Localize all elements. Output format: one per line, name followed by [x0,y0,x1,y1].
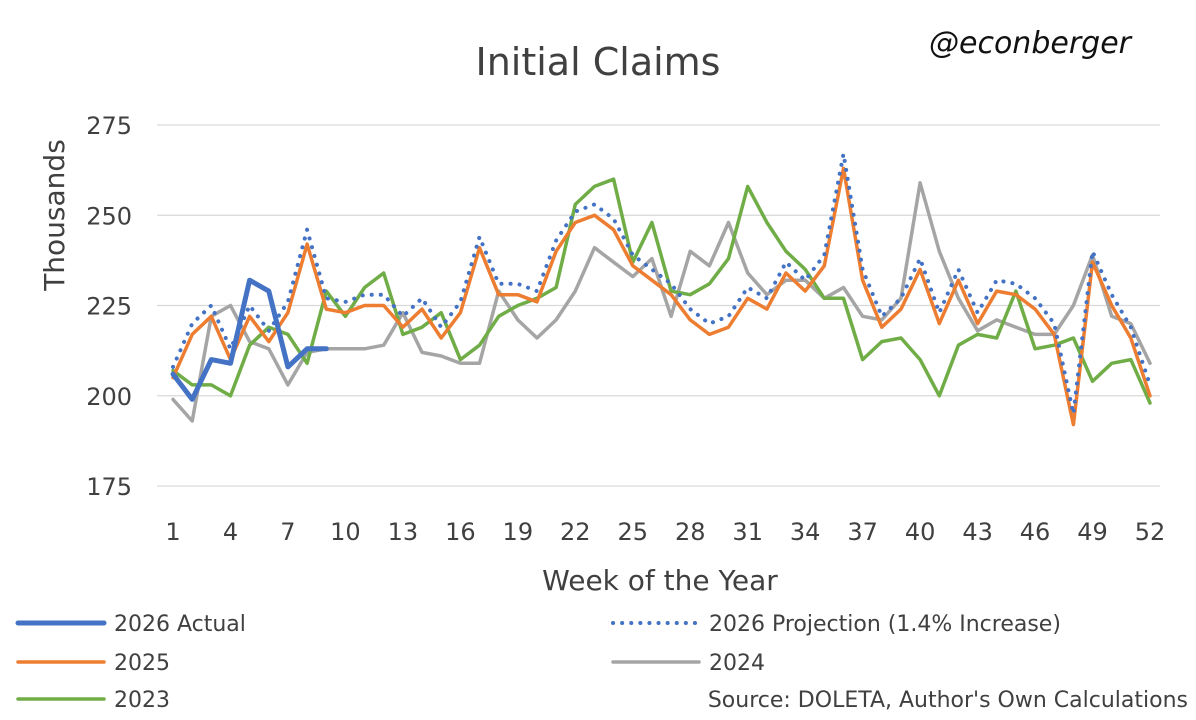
y-tick-label: 225 [86,293,132,321]
data-series [170,151,1152,427]
x-axis-title: Week of the Year [542,564,778,597]
legend-label: 2026 Actual [114,612,246,637]
y-tick-label: 275 [86,112,132,140]
series-line-2026-projection-1-4-increase [171,151,1152,416]
y-tick-label: 250 [86,202,132,230]
author-handle: @econberger [929,26,1133,61]
legend-label: 2025 [114,651,170,676]
x-tick-label: 10 [330,518,361,546]
legend-label: 2024 [709,651,765,676]
x-tick-label: 25 [617,518,648,546]
y-tick-label: 175 [86,473,132,501]
series-line-2025 [171,166,1152,427]
x-tick-label: 40 [905,518,936,546]
source-note: Source: DOLETA, Author's Own Calculation… [708,688,1188,713]
y-axis-title: Thousands [38,139,71,292]
x-tick-label: 46 [1020,518,1051,546]
x-tick-label: 13 [388,518,419,546]
y-axis-ticks: 175 200 225 250 275 [86,112,132,501]
x-tick-label: 28 [675,518,706,546]
legend-label: 2023 [114,688,170,713]
x-tick-label: 34 [790,518,821,546]
x-tick-label: 49 [1077,518,1108,546]
x-tick-label: 43 [962,518,993,546]
x-tick-label: 16 [445,518,476,546]
series-line-2023 [171,177,1152,405]
x-tick-label: 52 [1135,518,1166,546]
series-line-2026-actual [170,277,329,402]
x-axis-ticks: 1 4 7 10 13 16 19 22 25 28 31 34 37 40 43 46 49 52 [165,518,1165,546]
legend-label: 2026 Projection (1.4% Increase) [709,612,1061,637]
x-tick-label: 4 [223,518,238,546]
x-tick-label: 31 [732,518,763,546]
x-tick-label: 22 [560,518,591,546]
chart-title: Initial Claims [476,40,721,84]
x-tick-label: 19 [503,518,534,546]
x-tick-label: 1 [165,518,180,546]
x-tick-label: 7 [280,518,295,546]
y-tick-label: 200 [86,383,132,411]
legend: 2026 Actual 2026 Projection (1.4% Increas… [15,612,1061,713]
x-tick-label: 37 [847,518,878,546]
